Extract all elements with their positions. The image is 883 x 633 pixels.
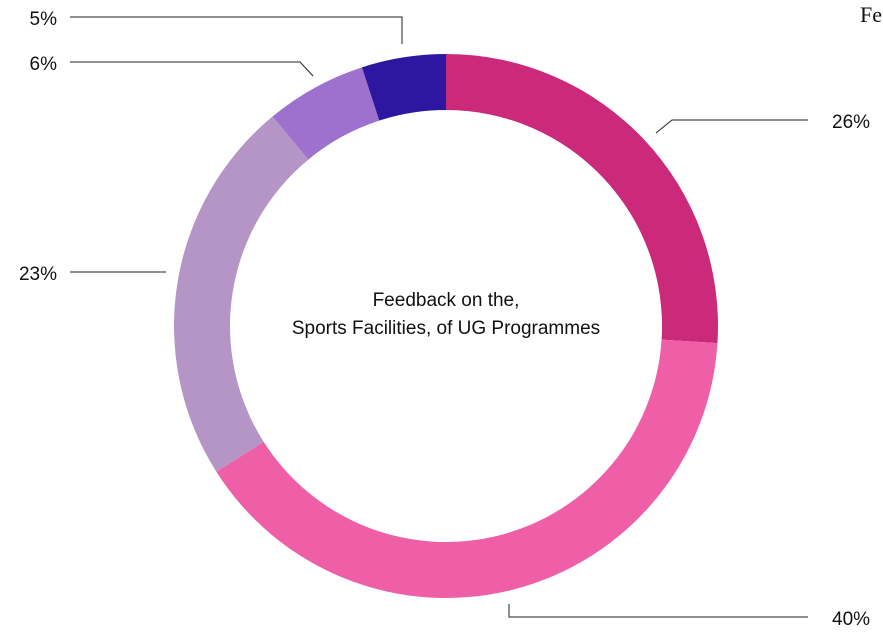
- leader-line: [655, 119, 808, 134]
- corner-text: Fe: [860, 2, 882, 27]
- donut-slice: [272, 67, 380, 160]
- leader-line: [508, 604, 808, 618]
- donut-slice: [446, 54, 718, 344]
- leader-line: [70, 16, 403, 44]
- slice-percent-label: 6%: [30, 54, 58, 75]
- slice-percent-label: 5%: [30, 9, 58, 30]
- donut-slice: [216, 339, 718, 598]
- chart-title-line-1: Feedback on the,: [373, 290, 520, 311]
- donut-slice: [361, 54, 446, 121]
- slice-percent-label: 40%: [832, 609, 870, 630]
- chart-title-line-2: Sports Facilities, of UG Programmes: [292, 318, 600, 339]
- donut-slice: [174, 116, 309, 472]
- leader-line: [70, 61, 314, 77]
- slice-percent-label: 23%: [19, 264, 57, 285]
- slice-percent-label: 26%: [832, 112, 870, 133]
